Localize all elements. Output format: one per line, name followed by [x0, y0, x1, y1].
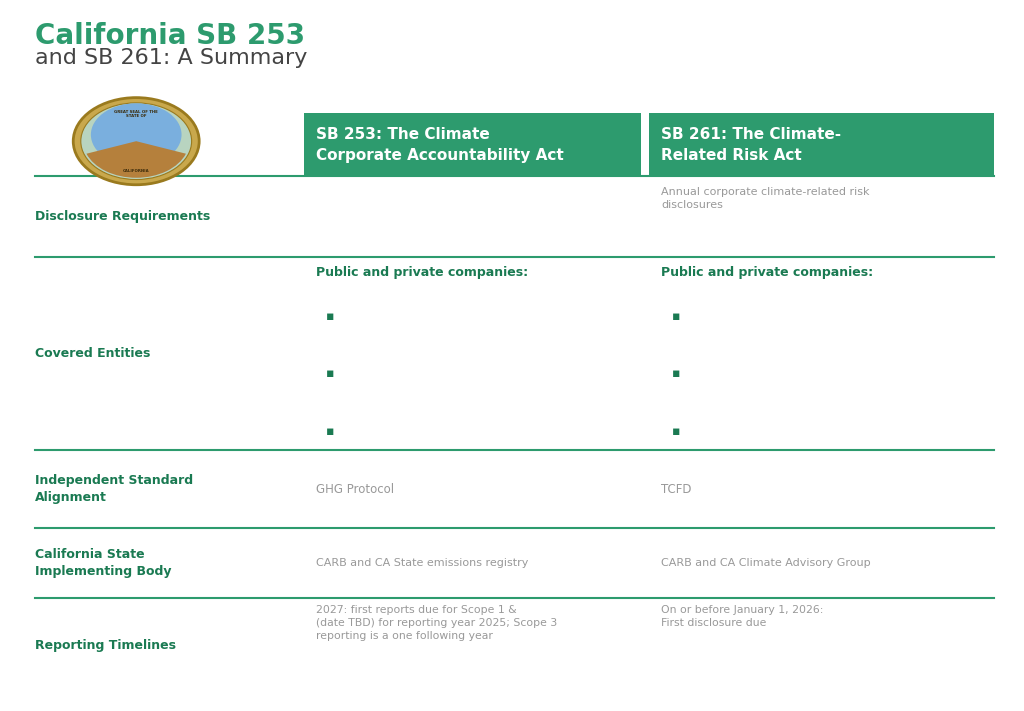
Text: Annual corporate climate-related risk
disclosures: Annual corporate climate-related risk di…: [662, 187, 869, 210]
Circle shape: [81, 103, 191, 179]
Text: Reporting Timelines: Reporting Timelines: [35, 639, 176, 652]
Text: Disclosure Requirements: Disclosure Requirements: [35, 210, 210, 223]
Text: Independent Standard
Alignment: Independent Standard Alignment: [35, 474, 193, 504]
Text: California State
Implementing Body: California State Implementing Body: [35, 547, 171, 578]
Text: CALIFORNIA: CALIFORNIA: [123, 169, 150, 173]
Text: and SB 261: A Summary: and SB 261: A Summary: [35, 48, 307, 68]
Circle shape: [91, 103, 181, 166]
Text: ▪: ▪: [326, 310, 335, 323]
Text: SB 253: The Climate
Corporate Accountability Act: SB 253: The Climate Corporate Accountabi…: [316, 127, 564, 163]
Text: Public and private companies:: Public and private companies:: [662, 266, 873, 279]
Text: SB 261: The Climate-
Related Risk Act: SB 261: The Climate- Related Risk Act: [662, 127, 842, 163]
Text: ▪: ▪: [326, 368, 335, 380]
Text: CARB and CA State emissions registry: CARB and CA State emissions registry: [316, 558, 528, 568]
Wedge shape: [86, 141, 186, 178]
Bar: [304, 113, 641, 176]
Text: California SB 253: California SB 253: [35, 22, 305, 50]
Text: ▪: ▪: [672, 425, 680, 438]
Text: STATE OF: STATE OF: [126, 114, 146, 118]
Text: ▪: ▪: [326, 425, 335, 438]
Text: GREAT SEAL OF THE: GREAT SEAL OF THE: [115, 109, 158, 114]
Text: Public and private companies:: Public and private companies:: [316, 266, 528, 279]
Text: Covered Entities: Covered Entities: [35, 347, 150, 360]
Text: On or before January 1, 2026:
First disclosure due: On or before January 1, 2026: First disc…: [662, 605, 823, 628]
Text: TCFD: TCFD: [662, 483, 692, 496]
Text: GHG Protocol: GHG Protocol: [316, 483, 394, 496]
Text: ▪: ▪: [672, 368, 680, 380]
Bar: [649, 113, 994, 176]
Circle shape: [74, 97, 200, 185]
Text: ▪: ▪: [672, 310, 680, 323]
Text: 2027: first reports due for Scope 1 &
(date TBD) for reporting year 2025; Scope : 2027: first reports due for Scope 1 & (d…: [316, 605, 557, 641]
Text: CARB and CA Climate Advisory Group: CARB and CA Climate Advisory Group: [662, 558, 871, 568]
